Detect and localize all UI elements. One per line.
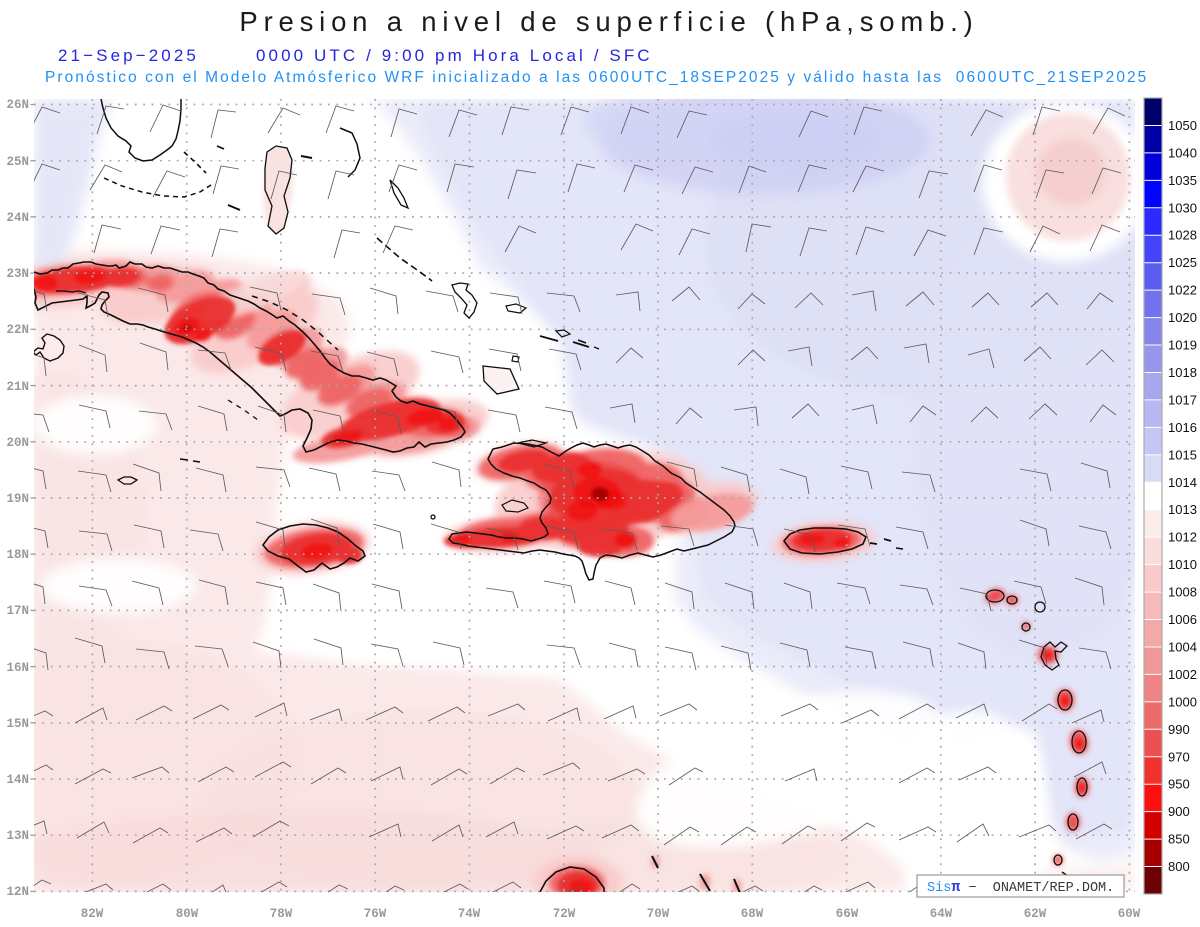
svg-text:0000 UTC / 9:00 pm Hora Local: 0000 UTC / 9:00 pm Hora Local / SFC <box>256 46 653 65</box>
svg-text:950: 950 <box>1168 777 1190 792</box>
svg-text:82W: 82W <box>81 907 104 921</box>
svg-text:1017: 1017 <box>1168 392 1197 407</box>
svg-text:1019: 1019 <box>1168 338 1197 353</box>
svg-text:17N: 17N <box>6 604 29 618</box>
svg-text:78W: 78W <box>270 907 293 921</box>
svg-text:1030: 1030 <box>1168 200 1197 215</box>
svg-text:66W: 66W <box>836 907 859 921</box>
svg-text:62W: 62W <box>1024 907 1047 921</box>
svg-text:64W: 64W <box>930 907 953 921</box>
svg-text:1020: 1020 <box>1168 310 1197 325</box>
svg-text:1040: 1040 <box>1168 145 1197 160</box>
svg-text:68W: 68W <box>741 907 764 921</box>
svg-text:1002: 1002 <box>1168 667 1197 682</box>
svg-text:15N: 15N <box>6 717 29 731</box>
svg-text:23N: 23N <box>6 267 29 281</box>
svg-text:1012: 1012 <box>1168 530 1197 545</box>
svg-text:19N: 19N <box>6 492 29 506</box>
svg-text:1006: 1006 <box>1168 612 1197 627</box>
svg-text:1014: 1014 <box>1168 475 1197 490</box>
svg-text:1035: 1035 <box>1168 173 1197 188</box>
svg-text:26N: 26N <box>6 98 29 112</box>
svg-text:Sisπ − ONAMET/REP.DOM.: Sisπ − ONAMET/REP.DOM. <box>927 879 1114 896</box>
svg-text:22N: 22N <box>6 323 29 337</box>
svg-text:13N: 13N <box>6 829 29 843</box>
svg-text:1022: 1022 <box>1168 283 1197 298</box>
svg-text:21N: 21N <box>6 380 29 394</box>
svg-text:1010: 1010 <box>1168 557 1197 572</box>
svg-text:800: 800 <box>1168 859 1190 874</box>
svg-text:60W: 60W <box>1118 907 1141 921</box>
svg-text:1013: 1013 <box>1168 502 1197 517</box>
svg-text:1015: 1015 <box>1168 447 1197 462</box>
svg-text:21−Sep−2025: 21−Sep−2025 <box>58 46 199 65</box>
svg-text:76W: 76W <box>364 907 387 921</box>
svg-text:25N: 25N <box>6 155 29 169</box>
svg-text:1000: 1000 <box>1168 694 1197 709</box>
svg-text:24N: 24N <box>6 211 29 225</box>
svg-text:1004: 1004 <box>1168 640 1197 655</box>
svg-text:Presion a nivel de superficie: Presion a nivel de superficie (hPa,somb.… <box>239 6 978 37</box>
svg-text:1016: 1016 <box>1168 420 1197 435</box>
svg-text:12N: 12N <box>6 885 29 899</box>
svg-text:1008: 1008 <box>1168 585 1197 600</box>
svg-text:80W: 80W <box>176 907 199 921</box>
svg-text:900: 900 <box>1168 804 1190 819</box>
svg-text:74W: 74W <box>458 907 481 921</box>
svg-text:14N: 14N <box>6 773 29 787</box>
svg-text:990: 990 <box>1168 722 1190 737</box>
svg-text:850: 850 <box>1168 832 1190 847</box>
svg-text:1050: 1050 <box>1168 118 1197 133</box>
svg-text:1025: 1025 <box>1168 255 1197 270</box>
svg-text:72W: 72W <box>553 907 576 921</box>
svg-text:20N: 20N <box>6 436 29 450</box>
svg-text:970: 970 <box>1168 749 1190 764</box>
svg-text:1018: 1018 <box>1168 365 1197 380</box>
svg-text:1028: 1028 <box>1168 228 1197 243</box>
svg-text:70W: 70W <box>647 907 670 921</box>
svg-text:Pronóstico con el Modelo Atmós: Pronóstico con el Modelo Atmósferico WRF… <box>45 69 1148 86</box>
svg-text:16N: 16N <box>6 661 29 675</box>
svg-text:18N: 18N <box>6 548 29 562</box>
